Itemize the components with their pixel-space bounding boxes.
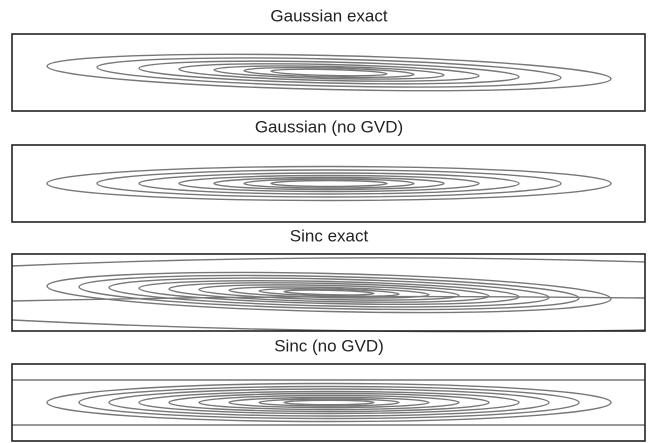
contours	[46, 271, 612, 314]
contour-line	[138, 172, 520, 195]
contour-line	[96, 57, 562, 88]
contour-line	[96, 169, 562, 198]
sidelobe	[11, 319, 646, 333]
sidelobe	[11, 295, 646, 302]
sidelobe	[11, 257, 646, 267]
contour-line	[243, 178, 415, 189]
contour-line	[228, 396, 430, 409]
contour-line	[138, 390, 520, 415]
contour-line	[283, 289, 375, 296]
panel-frame	[11, 33, 646, 112]
panel-frame	[11, 253, 646, 332]
panel-frame	[11, 363, 646, 442]
contour-line	[78, 385, 580, 420]
contours	[46, 382, 612, 423]
contour-line	[198, 284, 460, 301]
panel-frame	[11, 144, 646, 223]
contour-line	[258, 287, 400, 298]
panel-title: Gaussian (no GVD)	[255, 117, 403, 136]
contour-line	[283, 399, 375, 406]
contour-line	[178, 174, 480, 193]
panel-title: Sinc (no GVD)	[274, 336, 384, 355]
contours	[46, 53, 612, 92]
contour-line	[138, 60, 520, 85]
contour-line	[243, 66, 415, 79]
contour-line	[213, 176, 445, 191]
contour-line	[78, 274, 580, 311]
contour-line	[46, 53, 612, 92]
contour-line	[168, 392, 490, 413]
panel-title: Gaussian exact	[270, 6, 387, 25]
contour-line	[46, 165, 612, 202]
contour-line	[198, 394, 460, 411]
contour-line	[46, 382, 612, 423]
contour-line	[178, 63, 480, 82]
contour-line	[258, 398, 400, 407]
panel-title: Sinc exact	[290, 226, 369, 245]
contour-line	[228, 286, 430, 299]
contour-line	[213, 65, 445, 80]
contour-line	[108, 388, 550, 417]
contour-line	[270, 179, 388, 188]
contour-line	[270, 68, 388, 77]
contour-line	[46, 271, 612, 314]
contours	[46, 165, 612, 202]
